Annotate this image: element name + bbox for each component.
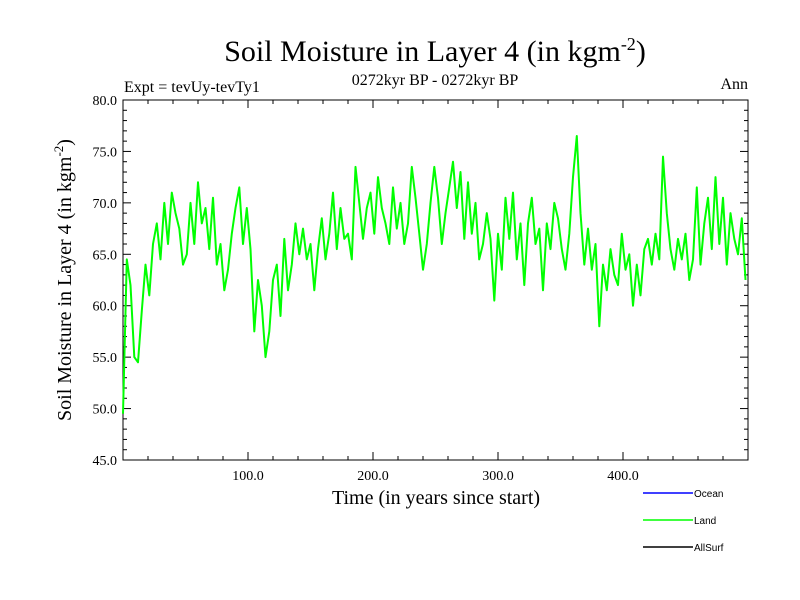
x-axis: 100.0 200.0 300.0 400.0 [147,100,724,484]
x-tick-label: 300.0 [482,469,514,484]
x-tick-label: 400.0 [607,469,639,484]
y-tick-label: 50.0 [93,403,118,418]
y-tick-label: 75.0 [93,145,118,160]
land-series-line [122,135,747,414]
x-axis-title: Time (in years since start) [332,487,540,509]
experiment-label: Expt = tevUy-tevTy1 [124,79,260,96]
y-tick-label: 65.0 [93,248,118,263]
legend: Ocean Land AllSurf [643,489,724,554]
legend-label-allsurf: AllSurf [694,543,724,554]
y-tick-label: 55.0 [93,351,118,366]
y-axis: 45.0 50.0 55.0 60.0 65.0 70.0 75.0 80.0 [93,94,748,469]
legend-label-ocean: Ocean [694,489,723,500]
y-axis-title: Soil Moisture in Layer 4 (in kgm-2) [51,139,76,421]
x-tick-label: 200.0 [357,469,389,484]
legend-label-land: Land [694,516,716,527]
y-tick-label: 70.0 [93,197,118,212]
chart-subtitle: 0272kyr BP - 0272kyr BP [352,72,519,89]
plot-frame [122,99,749,461]
season-label: Ann [720,76,748,93]
x-tick-label: 100.0 [232,469,264,484]
chart-title: Soil Moisture in Layer 4 (in kgm-2) [224,34,646,68]
y-tick-label: 45.0 [93,454,118,469]
y-tick-label: 60.0 [93,300,118,315]
y-tick-label: 80.0 [93,94,118,109]
